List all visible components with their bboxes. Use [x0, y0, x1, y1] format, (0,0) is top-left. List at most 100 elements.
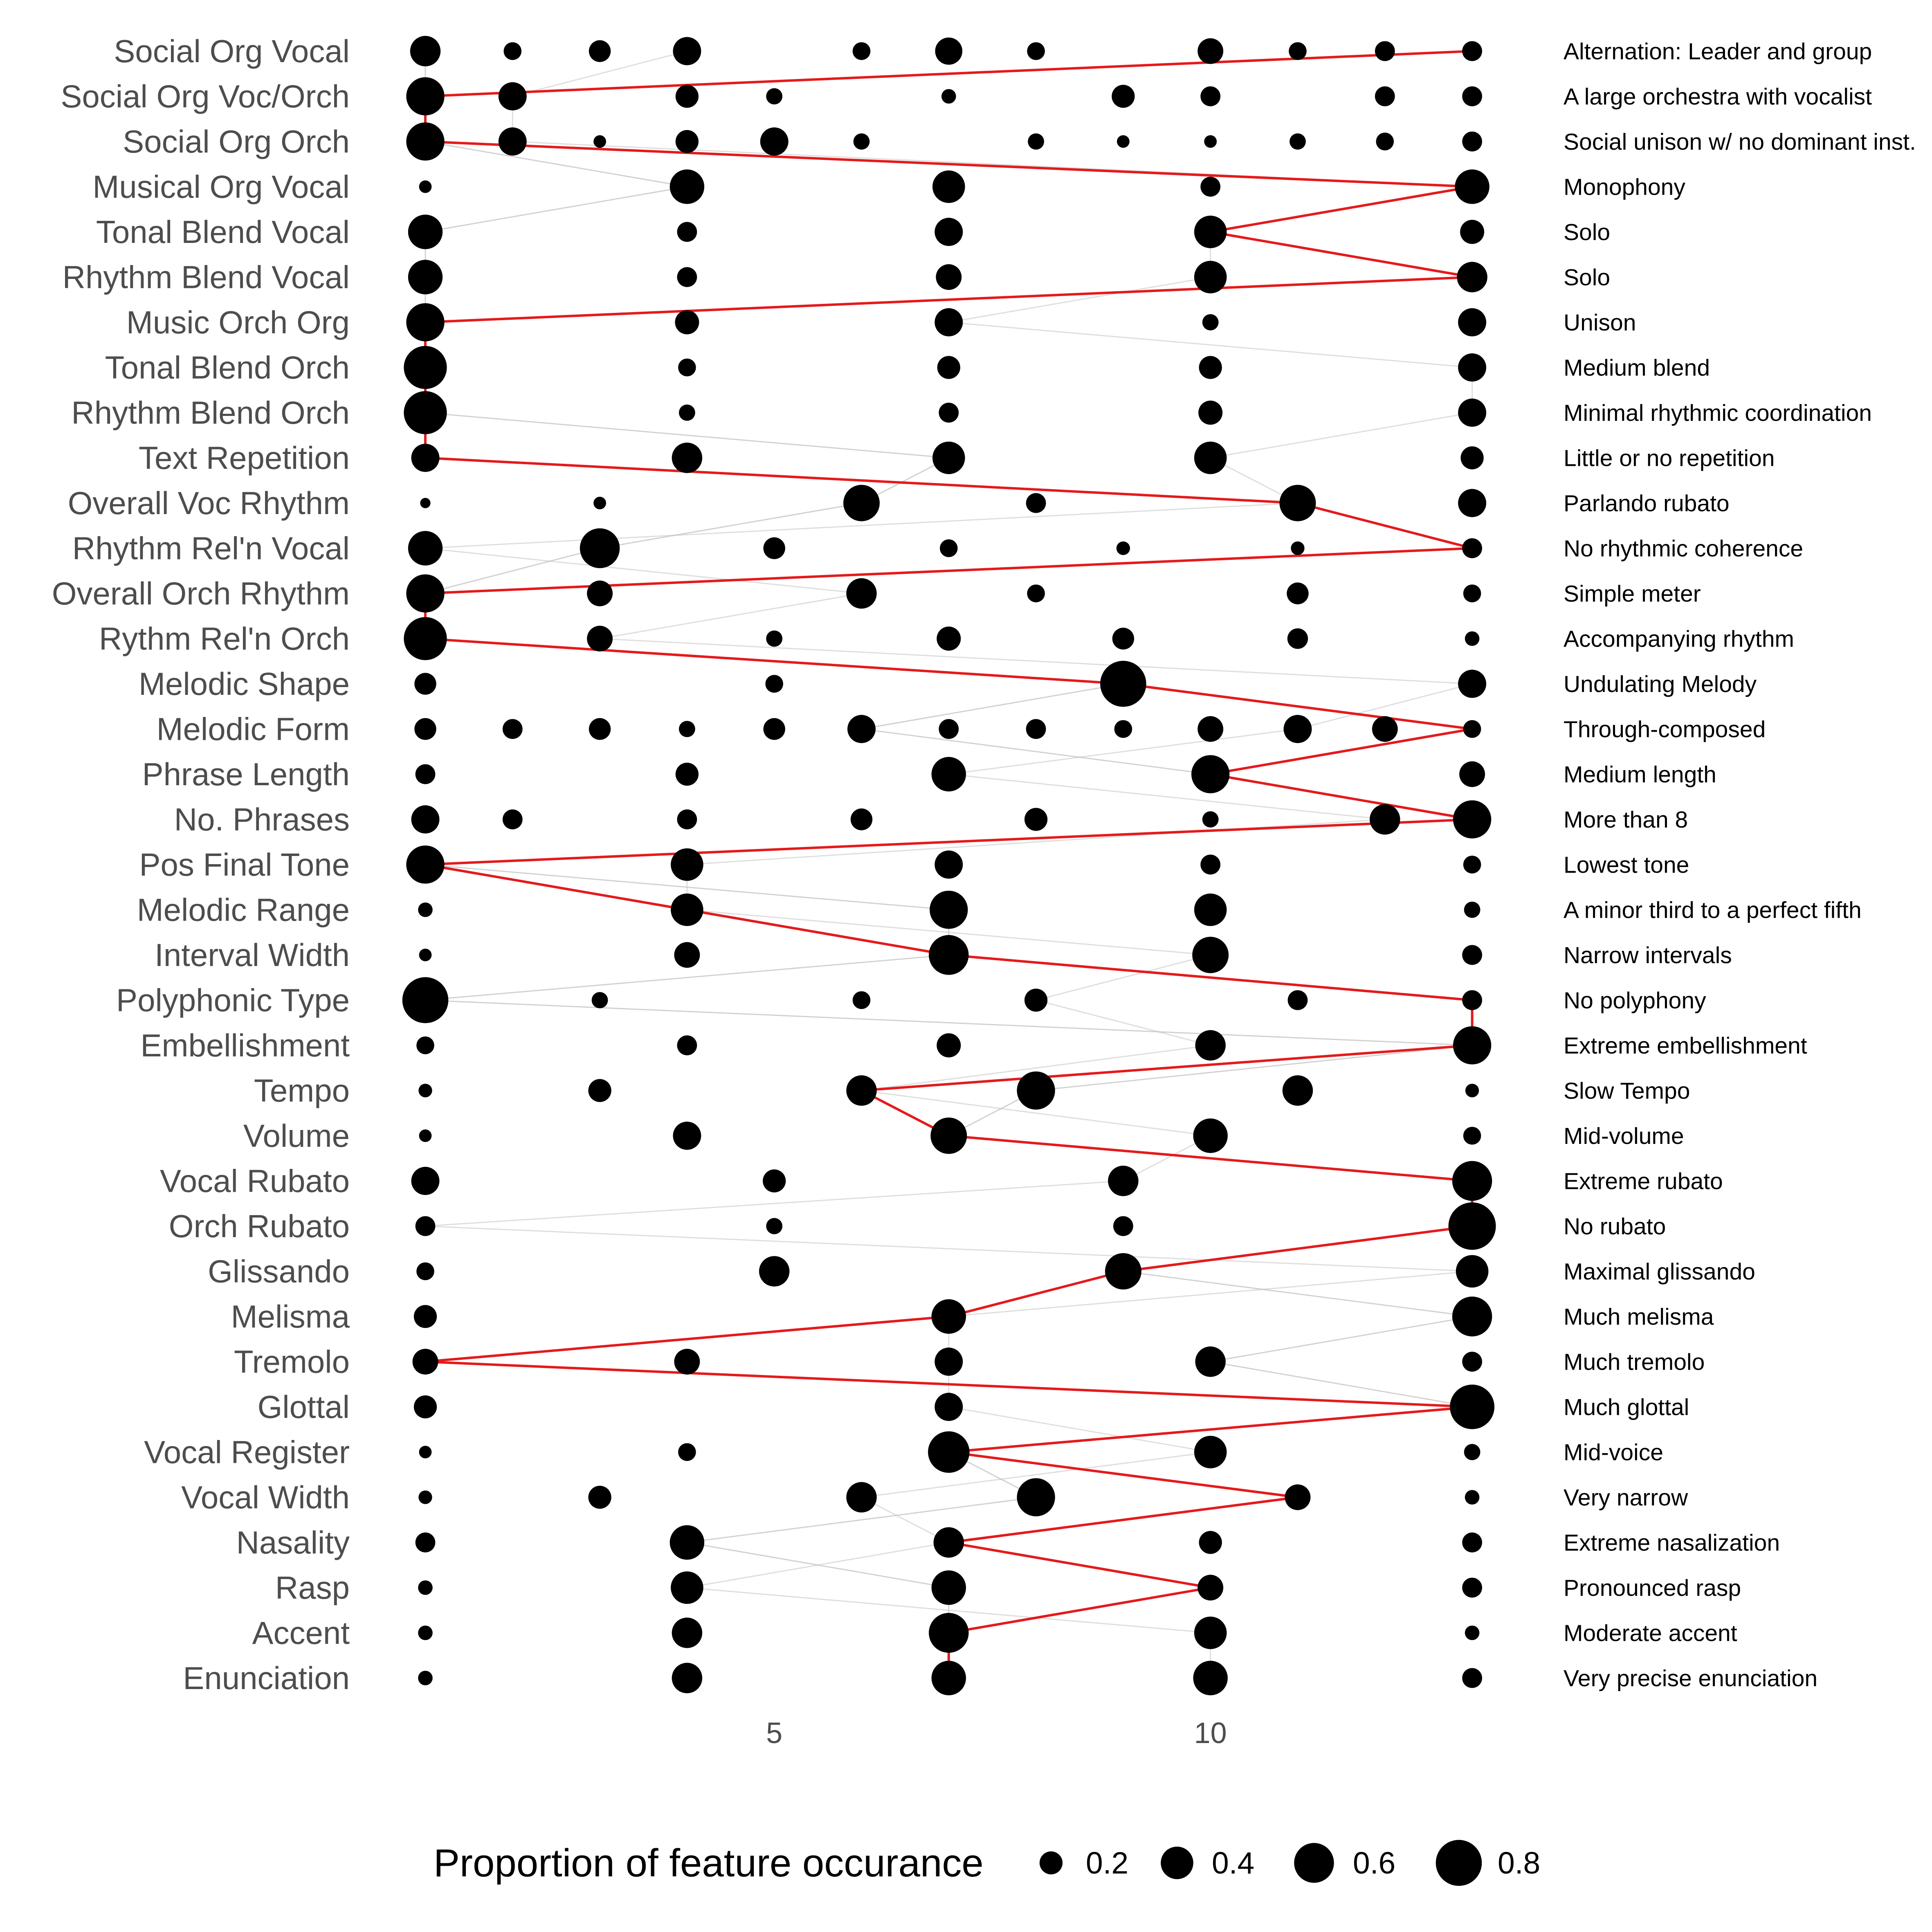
- background-line: [425, 186, 687, 233]
- value-label: Simple meter: [1564, 581, 1701, 607]
- point-polyphonic-type: [1024, 988, 1048, 1012]
- point-social-org-voc-orch: [1462, 86, 1482, 106]
- feature-label: Rythm Rel'n Orch: [99, 621, 350, 657]
- point-phrase-length: [931, 757, 966, 792]
- feature-label: Melodic Shape: [139, 666, 350, 702]
- point-vocal-register: [419, 1446, 432, 1458]
- point-nasality: [1462, 1532, 1482, 1552]
- point-rasp: [931, 1570, 966, 1605]
- feature-label: Social Org Vocal: [114, 33, 350, 69]
- point-rythm-rel-n-orch: [404, 617, 447, 660]
- point-no-phrases: [502, 809, 523, 829]
- point-rhythm-blend-vocal: [936, 264, 962, 290]
- point-accent: [672, 1617, 703, 1648]
- background-line: [1036, 1000, 1211, 1046]
- point-rasp: [418, 1580, 433, 1595]
- point-interval-width: [1462, 945, 1482, 965]
- feature-label: Orch Rubato: [169, 1208, 350, 1244]
- point-rhythm-blend-orch: [1458, 398, 1487, 427]
- point-rhythm-rel-n-vocal: [1291, 541, 1305, 555]
- point-social-org-vocal: [1027, 42, 1045, 60]
- point-enunciation: [931, 1660, 966, 1696]
- point-interval-width: [674, 942, 700, 968]
- point-enunciation: [672, 1662, 703, 1694]
- point-pos-final-tone: [935, 850, 963, 879]
- point-tremolo: [1462, 1352, 1482, 1372]
- point-nasality: [669, 1525, 705, 1560]
- value-label: Much melisma: [1564, 1304, 1714, 1330]
- value-label: Moderate accent: [1564, 1620, 1737, 1647]
- point-social-org-voc-orch: [1375, 86, 1395, 106]
- point-music-orch-org: [675, 310, 699, 335]
- point-no-phrases: [411, 805, 440, 833]
- point-overall-orch-rhythm: [1287, 582, 1309, 604]
- point-accent: [1465, 1625, 1480, 1640]
- point-rythm-rel-n-orch: [1465, 631, 1480, 646]
- point-glottal: [935, 1393, 963, 1421]
- point-rhythm-blend-vocal: [408, 260, 443, 294]
- point-rhythm-rel-n-vocal: [408, 531, 443, 566]
- feature-label: Rhythm Blend Orch: [71, 395, 350, 431]
- value-label: Much tremolo: [1564, 1349, 1705, 1375]
- background-line: [948, 728, 1298, 775]
- background-line: [948, 1406, 1211, 1453]
- legend-label: 0.8: [1498, 1846, 1540, 1880]
- point-social-org-orch: [1204, 135, 1217, 148]
- feature-label: No. Phrases: [174, 802, 350, 838]
- point-overall-orch-rhythm: [1027, 584, 1045, 602]
- point-social-org-orch: [1376, 133, 1394, 151]
- x-tick-label: 5: [766, 1717, 782, 1750]
- feature-label: Glissando: [208, 1254, 350, 1289]
- point-no-phrases: [850, 808, 873, 831]
- point-embellishment: [416, 1036, 434, 1054]
- feature-label: Musical Org Vocal: [92, 169, 350, 205]
- value-label: A minor third to a perfect fifth: [1564, 897, 1862, 923]
- point-melodic-range: [930, 890, 968, 929]
- point-vocal-register: [678, 1443, 696, 1461]
- point-nasality: [1199, 1531, 1222, 1554]
- point-social-org-vocal: [589, 40, 611, 62]
- background-line: [1210, 412, 1472, 458]
- point-nasality: [415, 1532, 436, 1552]
- point-vocal-register: [1464, 1444, 1480, 1460]
- feature-label: Social Org Orch: [123, 124, 350, 160]
- point-text-repetition: [1194, 441, 1227, 474]
- point-tempo: [1465, 1083, 1479, 1098]
- point-overall-voc-rhythm: [843, 485, 880, 521]
- point-nasality: [933, 1527, 964, 1558]
- background-line: [948, 321, 1472, 368]
- point-polyphonic-type: [1462, 990, 1482, 1010]
- point-no-phrases: [677, 809, 697, 829]
- value-label: Minimal rhythmic coordination: [1564, 400, 1872, 426]
- point-glissando: [1456, 1255, 1489, 1288]
- point-tonal-blend-vocal: [677, 222, 697, 242]
- point-musical-org-vocal: [669, 169, 705, 204]
- point-social-org-voc-orch: [1200, 86, 1221, 106]
- point-rasp: [671, 1571, 703, 1604]
- point-tremolo: [935, 1348, 963, 1376]
- data-points: [402, 36, 1496, 1696]
- feature-label: Overall Orch Rhythm: [52, 575, 350, 611]
- point-rhythm-blend-vocal: [677, 267, 697, 287]
- point-polyphonic-type: [852, 991, 871, 1009]
- point-social-org-orch: [1028, 133, 1044, 150]
- point-tempo: [418, 1083, 432, 1098]
- feature-label: Vocal Rubato: [160, 1163, 350, 1199]
- background-line: [425, 412, 949, 458]
- point-social-org-orch: [593, 135, 607, 148]
- point-accent: [929, 1613, 969, 1653]
- legend-label: 0.6: [1353, 1846, 1395, 1880]
- background-line: [948, 276, 1211, 323]
- point-vocal-register: [928, 1431, 970, 1473]
- background-line: [1123, 1271, 1472, 1317]
- point-tonal-blend-orch: [1199, 356, 1222, 379]
- point-interval-width: [419, 948, 432, 962]
- value-label: Medium blend: [1564, 355, 1710, 381]
- value-label: Through-composed: [1564, 717, 1766, 743]
- point-rhythm-blend-orch: [679, 404, 695, 421]
- legend-label: 0.4: [1212, 1846, 1254, 1880]
- point-social-org-voc-orch: [498, 82, 527, 110]
- feature-label: Vocal Width: [181, 1479, 350, 1515]
- point-no-phrases: [1202, 811, 1219, 828]
- point-melodic-form: [763, 718, 785, 740]
